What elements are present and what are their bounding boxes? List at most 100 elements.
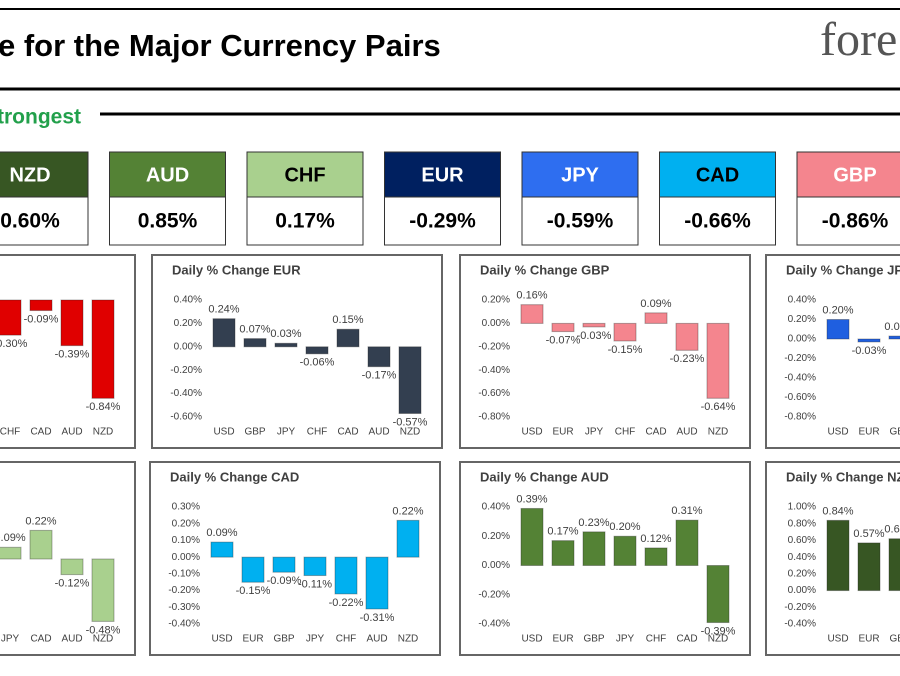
panel-title: Daily % Change AUD: [480, 469, 609, 484]
y-tick-label: -0.40%: [478, 619, 510, 630]
value-label: 0.12%: [640, 533, 671, 545]
value-label: 0.22%: [25, 515, 56, 527]
value-label: 0.09%: [0, 532, 26, 544]
y-tick-label: 0.40%: [788, 295, 816, 306]
value-label: 0.57%: [853, 528, 884, 540]
y-tick-label: -0.20%: [784, 353, 816, 364]
value-label: -0.06%: [300, 357, 335, 369]
x-tick-label: USD: [521, 634, 542, 645]
subtitle: trongest: [0, 106, 81, 129]
panel-title: Daily % Change CAD: [170, 469, 299, 484]
currency-change: -0.86%: [822, 210, 889, 233]
value-label: -0.03%: [577, 330, 612, 342]
currency-header: [796, 151, 900, 198]
x-tick-label: NZD: [398, 634, 419, 645]
currency-header: [384, 151, 501, 198]
x-tick-label: GBP: [273, 634, 294, 645]
value-label: 0.20%: [822, 304, 853, 316]
value-label: -0.03%: [852, 345, 887, 357]
x-tick-label: CHF: [615, 427, 636, 438]
currency-name: NZD: [9, 164, 50, 186]
value-label: 0.84%: [822, 505, 853, 517]
value-label: -0.15%: [608, 344, 643, 356]
page-title: e for the Major Currency Pairs: [0, 28, 441, 63]
panel-title: Daily % Change EUR: [172, 262, 301, 277]
x-tick-label: AUD: [368, 427, 389, 438]
x-tick-label: JPY: [1, 634, 20, 645]
x-tick-label: CAD: [30, 427, 51, 438]
currency-name: JPY: [561, 164, 599, 186]
x-tick-label: USD: [521, 427, 542, 438]
value-label: 0.09%: [640, 298, 671, 310]
value-label: -0.39%: [55, 349, 90, 361]
x-tick-label: JPY: [277, 427, 296, 438]
panel: [765, 254, 900, 449]
value-label: -0.48%: [86, 624, 121, 636]
value-label: -0.39%: [701, 625, 736, 637]
currency-header: [0, 151, 89, 198]
x-tick-label: AUD: [366, 634, 387, 645]
x-tick-label: USD: [827, 634, 848, 645]
y-tick-label: -0.40%: [170, 388, 202, 399]
bar: [826, 319, 850, 340]
x-tick-label: GBP: [583, 634, 604, 645]
value-label: 0.20%: [609, 521, 640, 533]
x-tick-label: EUR: [552, 427, 573, 438]
currency-name: EUR: [421, 164, 464, 186]
y-tick-label: -0.20%: [478, 589, 510, 600]
value-label: -0.57%: [393, 416, 428, 428]
panel: [0, 461, 136, 656]
value-label: -0.09%: [267, 575, 302, 587]
bar: [398, 346, 422, 414]
value-label: -0.30%: [0, 338, 28, 350]
panel-title: Daily % Change GBP: [480, 262, 610, 277]
bar: [272, 556, 296, 573]
bar: [210, 541, 234, 558]
y-tick-label: -0.20%: [170, 365, 202, 376]
y-tick-label: -0.10%: [168, 568, 200, 579]
bar: [0, 546, 22, 560]
x-tick-label: NZD: [93, 634, 114, 645]
y-tick-label: -0.30%: [168, 602, 200, 613]
bar: [613, 535, 637, 566]
bar: [888, 538, 900, 592]
x-tick-label: CAD: [645, 427, 666, 438]
bar: [274, 342, 298, 348]
y-tick-label: 0.20%: [174, 318, 202, 329]
value-label: 0.16%: [516, 290, 547, 302]
y-tick-label: 0.60%: [788, 535, 816, 546]
value-label: 0.09%: [206, 527, 237, 539]
value-label: 0.23%: [578, 517, 609, 529]
bar: [91, 558, 115, 622]
currency-change: 0.60%: [0, 210, 60, 233]
y-tick-label: -0.80%: [478, 412, 510, 423]
bar: [551, 322, 575, 333]
bar: [60, 299, 84, 347]
y-tick-label: 0.20%: [788, 568, 816, 579]
value-label: -0.12%: [55, 578, 90, 590]
y-tick-label: -0.20%: [168, 585, 200, 596]
y-tick-label: 0.00%: [788, 585, 816, 596]
bar: [29, 299, 53, 312]
bar: [334, 556, 358, 595]
value-label: -0.09%: [24, 313, 59, 325]
bar: [857, 542, 881, 592]
currency-change: 0.17%: [275, 210, 335, 233]
x-tick-label: USD: [213, 427, 234, 438]
x-tick-label: EUR: [242, 634, 263, 645]
bar: [60, 558, 84, 576]
x-tick-label: CHF: [307, 427, 328, 438]
bar: [613, 322, 637, 342]
y-tick-label: -0.80%: [784, 412, 816, 423]
y-tick-label: 0.20%: [172, 518, 200, 529]
value-label: -0.15%: [236, 585, 271, 597]
y-tick-label: 0.00%: [172, 552, 200, 563]
currency-change: -0.59%: [547, 210, 614, 233]
currency-name: CAD: [696, 164, 739, 186]
currency-header: [521, 151, 639, 198]
currency-header: [659, 151, 776, 198]
currency-header: [246, 151, 364, 198]
currency-header: [109, 151, 226, 198]
y-tick-label: 0.30%: [172, 502, 200, 513]
